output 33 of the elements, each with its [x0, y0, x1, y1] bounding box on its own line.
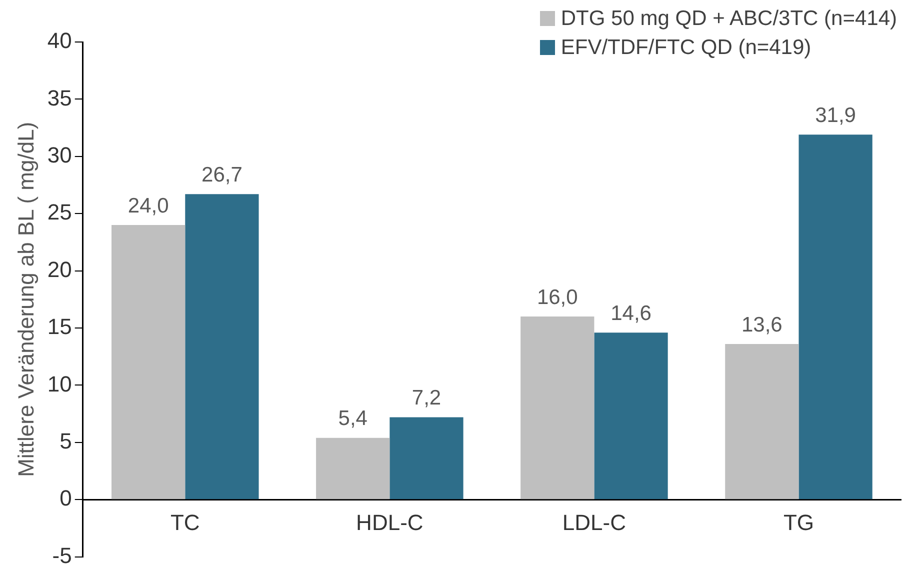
- data-label: 7,2: [412, 386, 442, 410]
- bar: [185, 194, 259, 500]
- y-tick-label: 0: [60, 486, 72, 511]
- x-tick-label: HDL-C: [356, 510, 424, 535]
- y-axis-title: Mittlere Veränderung ab BL ( mg/dL): [13, 122, 38, 477]
- y-tick-label: 5: [60, 428, 72, 454]
- x-tick-label: TC: [170, 510, 200, 535]
- bar: [594, 332, 668, 500]
- bar: [520, 316, 594, 500]
- data-label: 16,0: [536, 286, 578, 309]
- y-tick-label: 25: [47, 200, 72, 225]
- data-label: 14,6: [610, 302, 652, 325]
- y-tick-label: 10: [47, 371, 72, 396]
- x-tick-label: TG: [783, 510, 814, 535]
- bar: [316, 438, 390, 500]
- legend-label: DTG 50 mg QD + ABC/3TC (n=414): [560, 6, 897, 32]
- data-label: 31,9: [815, 104, 856, 127]
- x-tick-label: LDL-C: [562, 510, 626, 535]
- y-tick-label: 15: [47, 314, 72, 340]
- bar: [725, 344, 799, 500]
- y-tick-label: 30: [47, 142, 72, 168]
- data-label: 5,4: [338, 407, 368, 430]
- legend-label: EFV/TDF/FTC QD (n=419): [560, 35, 812, 61]
- bar: [798, 134, 872, 500]
- bar: [112, 225, 186, 500]
- y-tick-label: 35: [47, 85, 72, 110]
- y-tick-label: -5: [52, 542, 72, 568]
- y-tick-label: 20: [47, 256, 72, 282]
- data-label: 24,0: [128, 194, 169, 218]
- data-label: 13,6: [741, 313, 782, 336]
- bar: [390, 417, 464, 500]
- y-tick-label: 40: [47, 28, 72, 54]
- data-label: 26,7: [202, 163, 242, 186]
